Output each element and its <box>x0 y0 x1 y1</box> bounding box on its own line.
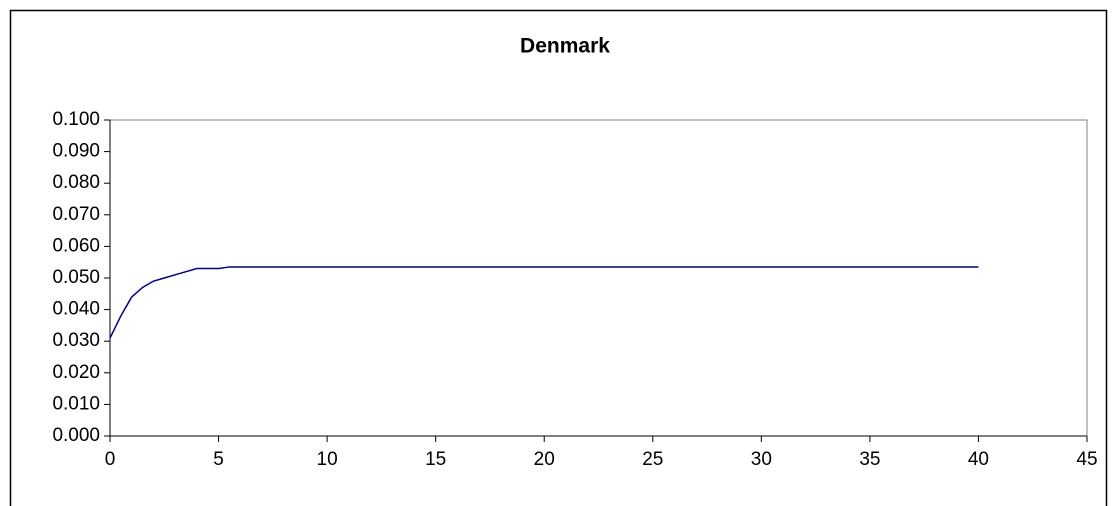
x-tick-label: 45 <box>1076 449 1097 470</box>
x-tick-label: 15 <box>425 449 446 470</box>
x-tick-label: 30 <box>751 449 772 470</box>
data-line <box>109 266 979 339</box>
y-tick-label: 0.030 <box>52 330 100 351</box>
x-tick-label: 20 <box>534 449 555 470</box>
x-tick-label: 5 <box>213 449 224 470</box>
y-tick-label: 0.060 <box>52 235 100 256</box>
y-tick-label: 0.000 <box>52 425 100 446</box>
chart-frame <box>9 9 1108 506</box>
y-tick-label: 0.010 <box>52 393 100 414</box>
y-tick-label: 0.050 <box>52 267 100 288</box>
x-tick-label: 40 <box>968 449 989 470</box>
y-tick-label: 0.040 <box>52 299 100 320</box>
y-tick-label: 0.080 <box>52 172 100 193</box>
x-tick-label: 25 <box>642 449 663 470</box>
y-tick-label: 0.020 <box>52 362 100 383</box>
x-tick-label: 10 <box>317 449 338 470</box>
x-tick-label: 0 <box>105 449 116 470</box>
y-tick-label: 0.090 <box>52 141 100 162</box>
y-tick-label: 0.100 <box>52 109 100 130</box>
y-tick-label: 0.070 <box>52 204 100 225</box>
x-tick-label: 35 <box>859 449 880 470</box>
chart-title: Denmark <box>520 35 610 58</box>
